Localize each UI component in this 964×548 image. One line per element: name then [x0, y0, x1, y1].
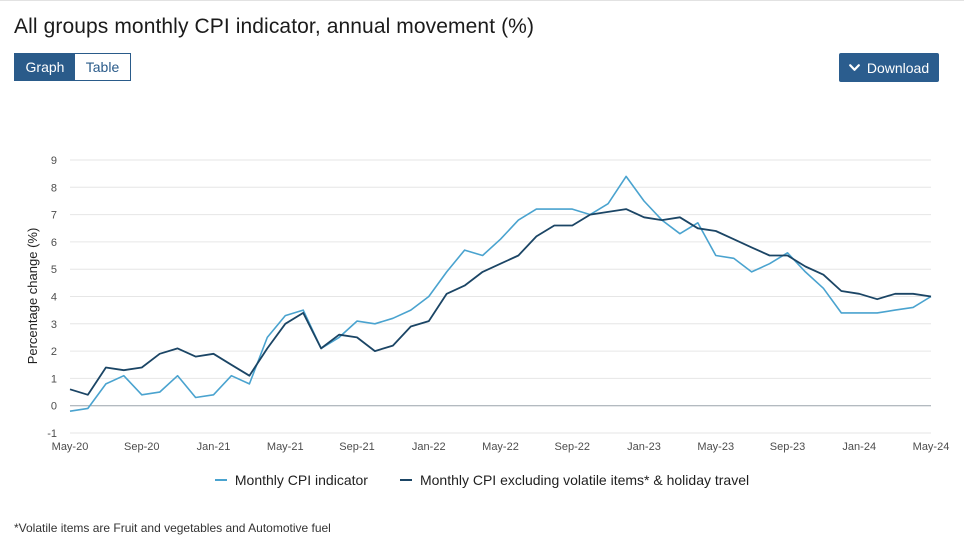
- x-tick-label: Sep-20: [124, 441, 159, 453]
- legend-swatch-cpi-indicator: [214, 479, 227, 481]
- x-tick-label: Jan-23: [627, 441, 661, 453]
- tab-graph[interactable]: Graph: [15, 54, 75, 80]
- download-label: Download: [866, 59, 930, 76]
- x-tick-label: Sep-22: [555, 441, 590, 453]
- top-divider: [0, 0, 964, 1]
- x-tick-label: Sep-21: [339, 441, 374, 453]
- y-axis-label: Percentage change (%): [25, 228, 40, 365]
- series-lines: [69, 175, 932, 412]
- gridlines: [70, 159, 931, 434]
- x-tick-label: Jan-22: [412, 441, 446, 453]
- x-tick-label: May-20: [52, 441, 89, 453]
- y-tick-label: 7: [51, 210, 57, 222]
- page-title: All groups monthly CPI indicator, annual…: [14, 15, 535, 38]
- y-tick-label: 9: [51, 155, 57, 167]
- x-tick-label: May-21: [267, 441, 304, 453]
- y-tick-label: 1: [51, 373, 57, 385]
- footnote: *Volatile items are Fruit and vegetables…: [14, 521, 331, 535]
- legend-swatch-cpi-excluding-volatile: [399, 479, 412, 481]
- series-line-cpi-excluding-volatile: [69, 208, 932, 396]
- x-tick-label: May-22: [482, 441, 519, 453]
- y-tick-label: 3: [51, 319, 57, 331]
- x-tick-label: Jan-24: [842, 441, 876, 453]
- legend-item-cpi-indicator[interactable]: Monthly CPI indicator: [214, 472, 368, 488]
- x-tick-label: May-24: [913, 441, 950, 453]
- y-tick-label: 6: [51, 237, 57, 249]
- y-tick-label: 8: [51, 182, 57, 194]
- x-axis-ticks: May-20 Sep-20 Jan-21 May-21 Sep-21 Jan-22 May-…: [52, 441, 950, 453]
- x-tick-label: Jan-21: [197, 441, 231, 453]
- y-axis-ticks: -1 0 1 2 3 4 5 6 7 8 9: [47, 155, 57, 440]
- view-toggle: Graph Table: [14, 53, 131, 81]
- tab-table[interactable]: Table: [75, 54, 130, 80]
- cpi-line-chart: -1 0 1 2 3 4 5 6 7 8 9 May-20 Sep-20 Jan-21 May-21 Sep…: [25, 155, 950, 453]
- download-button[interactable]: Download: [839, 53, 939, 82]
- chevron-down-icon: [848, 63, 860, 71]
- y-tick-label: 4: [51, 292, 57, 304]
- y-tick-label: 2: [51, 346, 57, 358]
- legend-label-cpi-excluding-volatile: Monthly CPI excluding volatile items* & …: [419, 472, 750, 488]
- y-tick-label: 5: [51, 264, 57, 276]
- y-tick-label: -1: [47, 428, 57, 440]
- series-line-cpi-indicator: [69, 175, 932, 412]
- chart-legend: Monthly CPI indicator Monthly CPI exclud…: [0, 472, 964, 488]
- x-tick-label: May-23: [697, 441, 734, 453]
- x-tick-label: Sep-23: [770, 441, 805, 453]
- legend-label-cpi-indicator: Monthly CPI indicator: [234, 472, 368, 488]
- legend-item-cpi-excluding-volatile[interactable]: Monthly CPI excluding volatile items* & …: [399, 472, 750, 488]
- y-tick-label: 0: [51, 401, 57, 413]
